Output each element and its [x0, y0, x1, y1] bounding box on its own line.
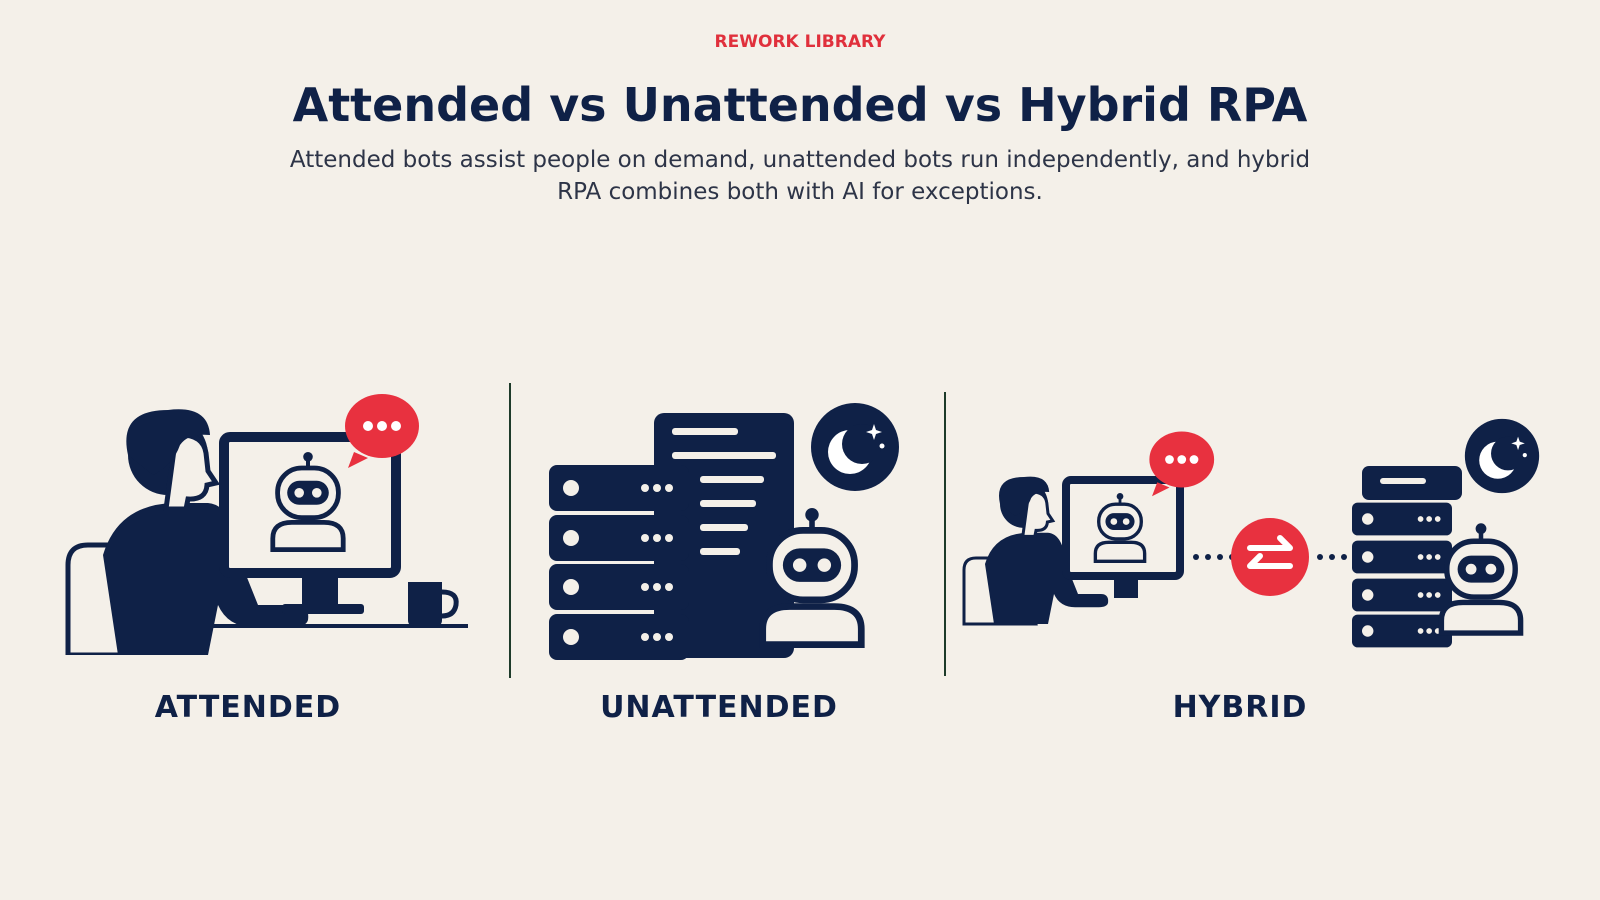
- panel-label: UNATTENDED: [600, 690, 838, 725]
- panel-label: ATTENDED: [155, 690, 341, 725]
- hybrid-illustration: [962, 418, 1540, 648]
- title: Attended vs Unattended vs Hybrid RPA: [292, 78, 1308, 132]
- panel-label: HYBRID: [1173, 690, 1308, 725]
- unattended-illustration: [549, 403, 899, 660]
- eyebrow: REWORK LIBRARY: [714, 32, 886, 52]
- attended-illustration: [68, 394, 468, 655]
- subtitle: Attended bots assist people on demand, u…: [289, 147, 1311, 205]
